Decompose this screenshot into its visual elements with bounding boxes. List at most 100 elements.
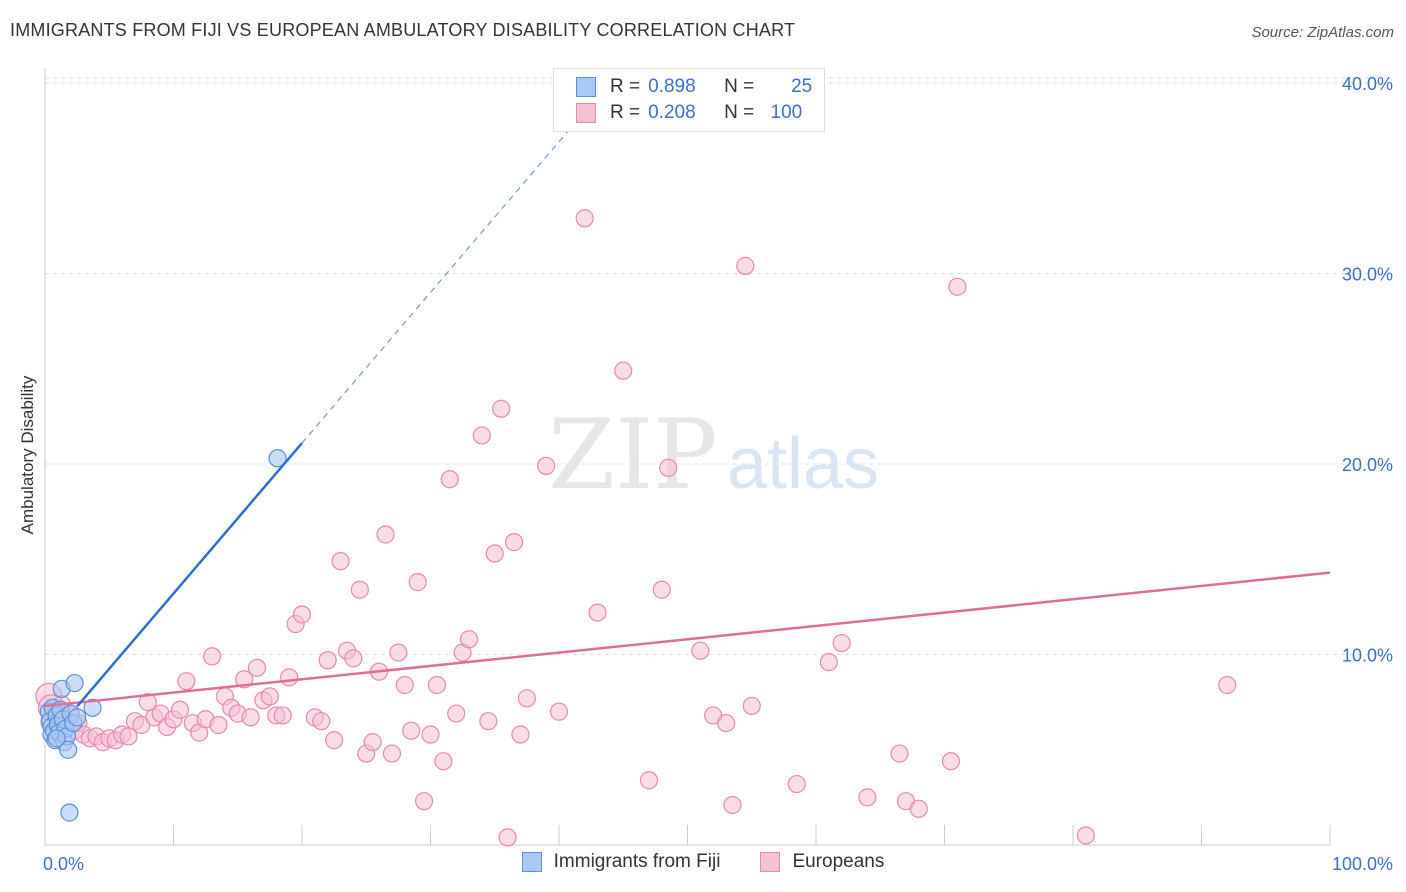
y-tick-label: 10.0% (1342, 646, 1393, 666)
y-axis-label: Ambulatory Disability (18, 375, 37, 535)
legend-label-fiji: Immigrants from Fiji (553, 851, 721, 872)
europeans-swatch (576, 103, 596, 123)
europeans-point (479, 712, 498, 731)
europeans-point (549, 702, 569, 721)
europeans-point (202, 647, 222, 666)
tick-labels: 10.0% 20.0% 30.0% 40.0% 0.0% 100.0% (43, 74, 1393, 874)
n-value: 100 (770, 102, 803, 123)
europeans-point (909, 799, 928, 818)
europeans-point (742, 696, 761, 716)
europeans-points (35, 209, 1237, 847)
europeans-point (389, 643, 408, 662)
x-tick-label: 0.0% (43, 854, 84, 874)
europeans-point (941, 752, 961, 771)
europeans-point (485, 544, 504, 563)
watermark-atlas: atlas (727, 424, 879, 504)
europeans-point (318, 651, 337, 670)
europeans-point (787, 774, 806, 794)
legend-row-fiji: R = 0.898 N = 25 (576, 75, 812, 99)
europeans-point (408, 573, 427, 592)
europeans-point (414, 792, 434, 811)
europeans-trend-line (44, 571, 1331, 708)
europeans-point (890, 744, 909, 763)
watermark-zip: ZIP (548, 399, 717, 511)
europeans-point (170, 700, 190, 719)
fiji-trend-extension (301, 111, 586, 444)
europeans-point (575, 209, 594, 228)
europeans-point (716, 713, 736, 733)
europeans-point (492, 399, 511, 418)
europeans-point (235, 670, 254, 689)
source-label: Source: ZipAtlas.com (1251, 24, 1394, 41)
legend-item-fiji[interactable]: Immigrants from Fiji (521, 851, 721, 873)
r-value: 0.898 (648, 76, 696, 97)
europeans-point (537, 456, 556, 476)
fiji-points (39, 449, 287, 822)
europeans-point (434, 752, 453, 771)
fiji-swatch (576, 77, 596, 97)
europeans-point (1076, 826, 1095, 845)
fiji-point (83, 698, 102, 717)
europeans-point (292, 605, 312, 624)
europeans-point (344, 649, 363, 668)
europeans-point (350, 580, 369, 599)
europeans-point (652, 580, 671, 599)
europeans-point (177, 672, 196, 691)
fiji-point (60, 803, 79, 822)
europeans-point (723, 795, 742, 815)
europeans-point (331, 552, 350, 571)
x-tick-label: 100.0% (1332, 854, 1393, 874)
europeans-point (382, 744, 402, 763)
europeans-point (402, 721, 421, 740)
europeans-point (273, 706, 292, 725)
europeans-point (614, 361, 633, 380)
n-value: 25 (791, 76, 813, 97)
chart-title: IMMIGRANTS FROM FIJI VS EUROPEAN AMBULAT… (10, 20, 796, 40)
y-tick-label: 40.0% (1342, 74, 1393, 94)
fiji-point (59, 740, 78, 759)
europeans-point (858, 788, 877, 807)
correlation-legend: R = 0.898 N = 25 R = 0.208 N = 100 (553, 68, 825, 132)
europeans-point (659, 458, 678, 477)
europeans-point (376, 525, 395, 544)
europeans-point (948, 277, 967, 296)
europeans-point (395, 675, 414, 695)
europeans-swatch (760, 852, 781, 872)
legend-item-europeans[interactable]: Europeans (760, 851, 884, 873)
europeans-point (472, 426, 491, 445)
fiji-trend-line (76, 442, 303, 708)
r-label: R = (610, 102, 641, 123)
europeans-point (511, 725, 530, 744)
legend-row-europeans: R = 0.208 N = 100 (576, 101, 802, 125)
europeans-point (325, 731, 344, 750)
grid-layer (45, 77, 1390, 655)
europeans-point (138, 693, 157, 712)
legend-label-europeans: Europeans (792, 851, 885, 872)
trend-lines (44, 111, 1331, 708)
europeans-point (247, 658, 267, 677)
europeans-point (639, 771, 659, 790)
fiji-point (268, 449, 287, 468)
n-label: N = (724, 102, 755, 123)
fiji-point (47, 729, 66, 748)
r-value: 0.208 (648, 102, 696, 123)
fiji-swatch (521, 852, 542, 872)
europeans-point (209, 715, 228, 735)
europeans-point (498, 828, 517, 847)
n-label: N = (724, 76, 755, 97)
europeans-point (241, 708, 260, 727)
europeans-point (421, 725, 440, 744)
europeans-point (260, 687, 279, 706)
europeans-point (427, 675, 447, 695)
europeans-point (363, 733, 382, 752)
europeans-point (691, 641, 710, 660)
fiji-point (65, 673, 84, 693)
europeans-point (517, 689, 536, 708)
y-tick-label: 20.0% (1342, 455, 1393, 475)
europeans-point (280, 668, 299, 687)
watermark: ZIP atlas (548, 399, 879, 511)
europeans-point (832, 633, 851, 653)
r-label: R = (610, 76, 641, 97)
y-tick-label: 30.0% (1342, 265, 1393, 285)
